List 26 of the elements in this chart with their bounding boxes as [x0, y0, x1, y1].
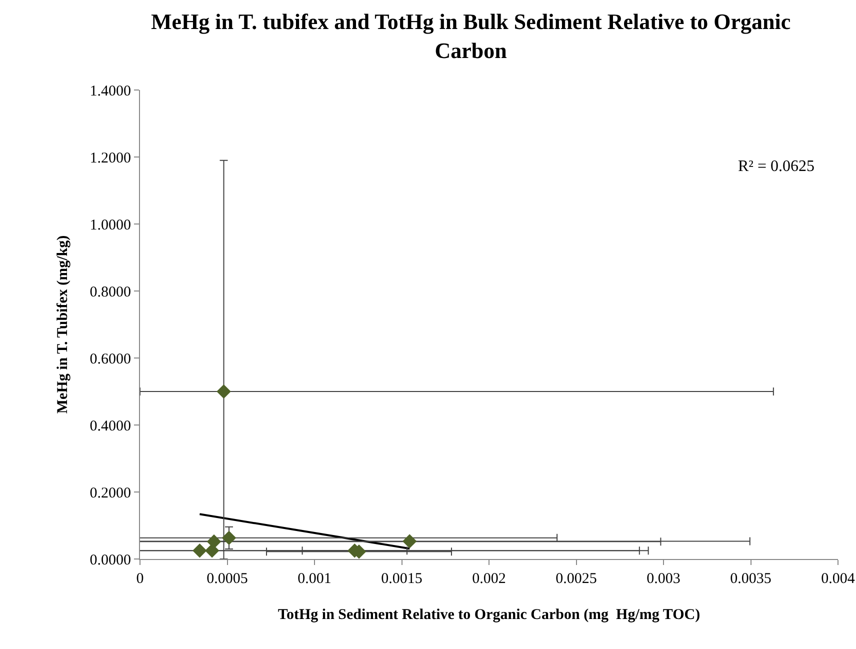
- point: [216, 384, 231, 399]
- y-tick-label: 0.0000: [90, 552, 131, 568]
- x-tick-label: 0.003: [646, 571, 680, 587]
- x-tick-label: 0.001: [298, 571, 332, 587]
- x-axis-title: TotHg in Sediment Relative to Organic Carbon (mg Hg/mg TOC): [278, 607, 700, 623]
- x-tick-label: 0.002: [472, 571, 506, 587]
- y-tick-label: 1.0000: [90, 217, 131, 234]
- annotation: R² = 0.0625: [738, 158, 814, 175]
- point: [192, 543, 207, 558]
- x-tick-label: 0.0035: [730, 571, 772, 587]
- y-tick-label: 0.8000: [90, 284, 131, 300]
- y-tick-label: 0.2000: [90, 485, 131, 502]
- point: [402, 534, 417, 548]
- point: [222, 530, 236, 546]
- y-axis-title: MeHg in T. Tubifex (mg/kg): [55, 235, 71, 414]
- x-tick-label: 0: [136, 571, 144, 587]
- y-tick-label: 1.4000: [90, 83, 131, 100]
- chart-title: MeHg in T. tubifex and TotHg in Bulk Sediment Relative to Organic Carbon: [150, 9, 791, 63]
- y-tick-label: 1.2000: [90, 150, 131, 166]
- x-tick-label: 0.0025: [556, 571, 597, 587]
- x-tick-label: 0.004: [821, 571, 856, 587]
- point: [206, 534, 222, 549]
- x-tick-label: 0.0005: [206, 571, 248, 587]
- y-tick-label: 0.4000: [90, 418, 131, 434]
- y-tick-label: 0.6000: [90, 351, 131, 368]
- x-tick-label: 0.0015: [381, 571, 422, 587]
